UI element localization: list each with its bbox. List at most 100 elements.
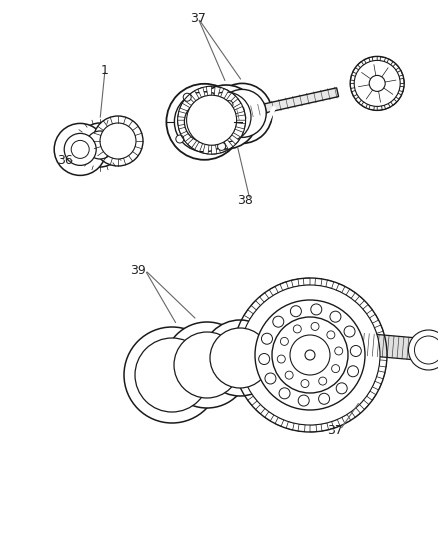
Polygon shape: [360, 400, 369, 409]
Circle shape: [369, 75, 385, 91]
Polygon shape: [244, 310, 253, 319]
Circle shape: [290, 335, 330, 375]
Text: 39: 39: [130, 263, 146, 277]
Circle shape: [414, 336, 438, 364]
Circle shape: [319, 377, 327, 385]
Circle shape: [290, 306, 301, 317]
Polygon shape: [236, 123, 245, 129]
Polygon shape: [304, 278, 310, 285]
Polygon shape: [194, 142, 203, 152]
Polygon shape: [248, 396, 257, 406]
Circle shape: [280, 337, 288, 345]
Circle shape: [210, 328, 270, 388]
Polygon shape: [378, 336, 386, 344]
Text: 37: 37: [327, 424, 343, 437]
Polygon shape: [315, 278, 322, 286]
Polygon shape: [237, 377, 246, 385]
Polygon shape: [386, 59, 393, 67]
Polygon shape: [326, 280, 334, 288]
Polygon shape: [286, 422, 294, 430]
Circle shape: [327, 331, 335, 339]
Polygon shape: [214, 86, 220, 96]
Text: 36: 36: [57, 154, 73, 166]
Polygon shape: [369, 102, 374, 110]
Polygon shape: [233, 343, 241, 350]
Circle shape: [166, 84, 242, 160]
Circle shape: [187, 95, 237, 145]
Polygon shape: [310, 425, 317, 432]
Circle shape: [301, 379, 309, 387]
Polygon shape: [350, 75, 358, 81]
Polygon shape: [372, 56, 377, 64]
Polygon shape: [336, 284, 345, 293]
Polygon shape: [396, 86, 404, 92]
Circle shape: [184, 102, 224, 142]
Polygon shape: [342, 414, 351, 424]
Circle shape: [135, 338, 209, 412]
Polygon shape: [177, 120, 187, 125]
Circle shape: [218, 142, 226, 150]
Circle shape: [259, 353, 270, 365]
Polygon shape: [353, 68, 361, 75]
Polygon shape: [397, 78, 404, 83]
Polygon shape: [198, 87, 205, 98]
Polygon shape: [321, 423, 328, 431]
Circle shape: [272, 317, 348, 393]
Circle shape: [265, 373, 276, 384]
Polygon shape: [269, 286, 278, 296]
Polygon shape: [355, 95, 364, 103]
Polygon shape: [395, 70, 403, 77]
Polygon shape: [218, 143, 226, 153]
Polygon shape: [265, 411, 274, 421]
Circle shape: [336, 383, 347, 394]
Polygon shape: [389, 97, 397, 105]
Circle shape: [201, 92, 251, 142]
Polygon shape: [332, 419, 340, 428]
Text: 38: 38: [237, 193, 253, 206]
Circle shape: [78, 123, 122, 167]
Circle shape: [212, 83, 272, 143]
Polygon shape: [229, 135, 239, 144]
Polygon shape: [298, 424, 305, 432]
Polygon shape: [355, 296, 364, 305]
Polygon shape: [234, 366, 242, 374]
Polygon shape: [182, 133, 192, 142]
Polygon shape: [377, 103, 382, 110]
Circle shape: [344, 326, 355, 337]
Circle shape: [225, 101, 233, 109]
Polygon shape: [234, 107, 244, 114]
Circle shape: [124, 327, 220, 423]
Polygon shape: [352, 90, 360, 96]
Circle shape: [93, 116, 143, 166]
Polygon shape: [212, 145, 217, 154]
Polygon shape: [383, 101, 390, 109]
Polygon shape: [364, 58, 371, 66]
Polygon shape: [369, 314, 378, 323]
Polygon shape: [391, 64, 399, 71]
Circle shape: [240, 285, 380, 425]
Circle shape: [273, 316, 284, 327]
Polygon shape: [180, 103, 190, 111]
Polygon shape: [235, 331, 244, 339]
Circle shape: [54, 124, 106, 175]
Polygon shape: [184, 96, 194, 106]
Polygon shape: [380, 349, 387, 355]
Polygon shape: [377, 371, 385, 379]
Circle shape: [311, 304, 322, 315]
Circle shape: [86, 131, 114, 159]
Polygon shape: [214, 88, 339, 124]
Polygon shape: [178, 111, 187, 118]
Polygon shape: [380, 56, 385, 64]
Polygon shape: [393, 92, 402, 99]
Polygon shape: [221, 88, 229, 99]
Polygon shape: [241, 387, 251, 395]
Circle shape: [330, 311, 341, 322]
Polygon shape: [226, 93, 236, 102]
Polygon shape: [233, 129, 244, 137]
Circle shape: [174, 332, 240, 398]
Circle shape: [202, 320, 278, 396]
Text: 37: 37: [190, 12, 206, 25]
Circle shape: [183, 93, 191, 101]
Polygon shape: [361, 100, 369, 108]
Circle shape: [305, 350, 315, 360]
